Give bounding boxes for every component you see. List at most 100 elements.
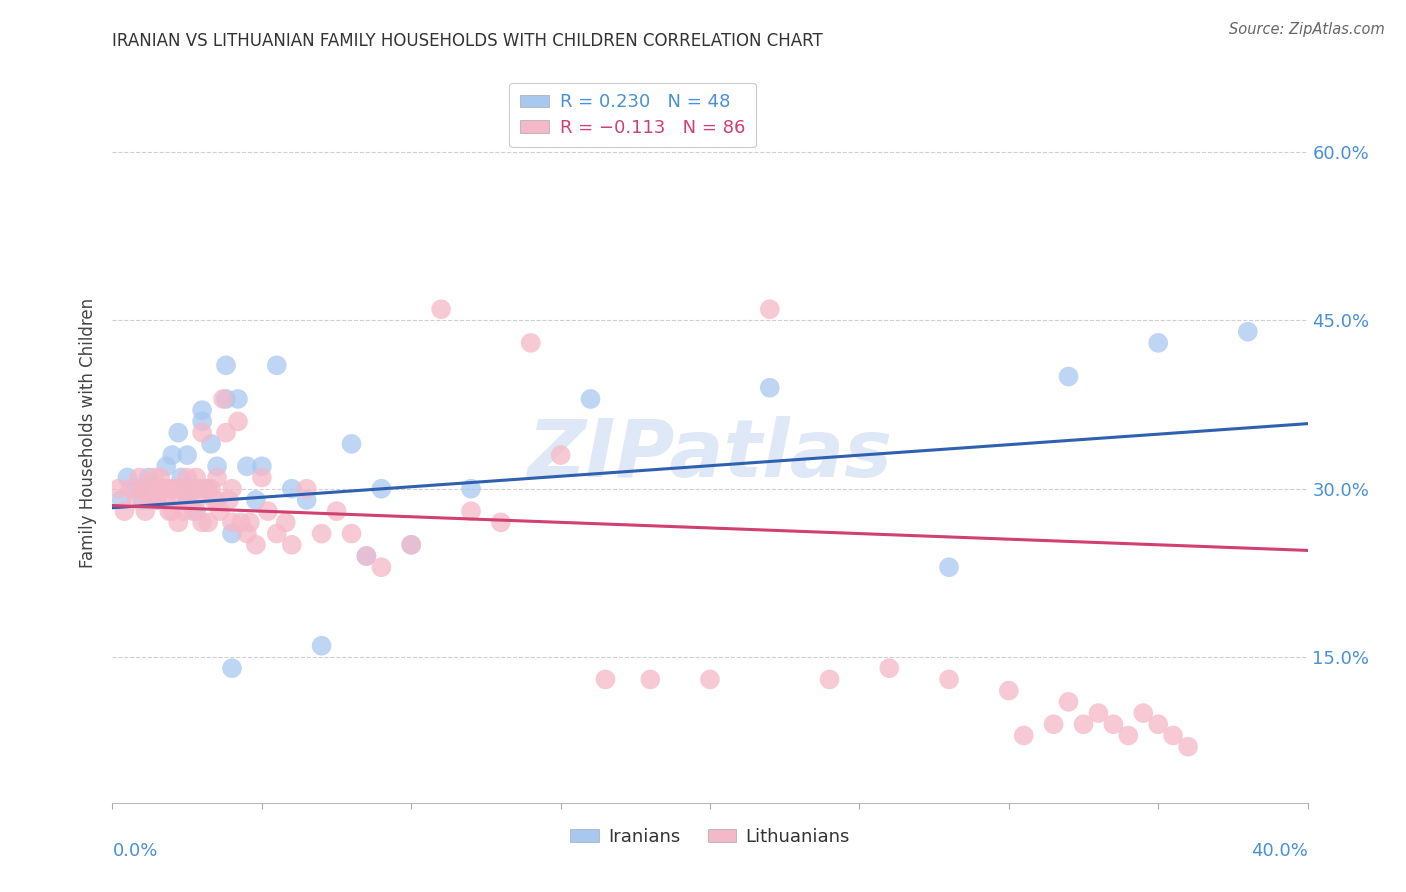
Point [221,526,243,541]
Point [281,538,304,552]
Point [186,482,208,496]
Point [149,482,172,496]
Point [181,504,204,518]
Point [1087,706,1109,720]
Text: IRANIAN VS LITHUANIAN FAMILY HOUSEHOLDS WITH CHILDREN CORRELATION CHART: IRANIAN VS LITHUANIAN FAMILY HOUSEHOLDS … [112,32,824,50]
Point [1132,706,1154,720]
Point [998,683,1021,698]
Point [176,492,198,507]
Point [179,482,201,496]
Point [520,335,543,350]
Point [146,492,169,507]
Point [209,504,232,518]
Point [818,673,841,687]
Point [239,516,262,530]
Point [191,425,214,440]
Point [245,538,267,552]
Point [173,504,195,518]
Point [1073,717,1095,731]
Point [311,639,333,653]
Point [1237,325,1260,339]
Point [236,459,259,474]
Point [1042,717,1064,731]
Point [200,437,222,451]
Point [205,470,228,484]
Point [134,504,156,518]
Point [181,482,204,496]
Point [141,492,163,507]
Point [152,482,174,496]
Point [356,549,378,563]
Point [125,492,148,507]
Point [128,470,150,484]
Point [1147,335,1170,350]
Point [1177,739,1199,754]
Point [162,482,183,496]
Point [141,482,163,496]
Point [370,482,392,496]
Point [167,492,190,507]
Point [295,492,318,507]
Point [460,482,482,496]
Point [186,470,208,484]
Text: 40.0%: 40.0% [1251,842,1308,860]
Point [188,482,211,496]
Point [167,482,190,496]
Point [146,482,169,496]
Point [120,482,142,496]
Point [595,673,617,687]
Point [155,482,177,496]
Point [191,516,214,530]
Point [176,470,198,484]
Point [274,516,297,530]
Point [215,392,238,406]
Point [311,526,333,541]
Text: Source: ZipAtlas.com: Source: ZipAtlas.com [1229,22,1385,37]
Point [226,392,249,406]
Point [370,560,392,574]
Point [155,492,177,507]
Point [356,549,378,563]
Point [340,526,363,541]
Point [221,516,243,530]
Point [110,492,132,507]
Point [938,673,960,687]
Point [295,482,318,496]
Point [699,673,721,687]
Point [215,359,238,373]
Point [170,482,193,496]
Point [205,459,228,474]
Point [191,403,214,417]
Point [157,504,180,518]
Point [250,459,273,474]
Point [401,538,423,552]
Point [1147,717,1170,731]
Y-axis label: Family Households with Children: Family Households with Children [79,298,97,567]
Point [197,516,219,530]
Point [460,504,482,518]
Point [186,504,208,518]
Point [194,482,217,496]
Point [221,482,243,496]
Point [200,482,222,496]
Point [1057,369,1080,384]
Text: ZIPatlas: ZIPatlas [527,416,893,494]
Point [176,492,198,507]
Point [1161,729,1184,743]
Point [131,482,153,496]
Point [170,470,193,484]
Point [266,359,288,373]
Point [430,302,453,317]
Point [401,538,423,552]
Point [205,492,228,507]
Point [226,414,249,428]
Point [167,425,190,440]
Point [579,392,602,406]
Point [138,482,160,496]
Point [1118,729,1140,743]
Point [138,470,160,484]
Point [155,482,177,496]
Point [162,482,183,496]
Point [143,470,166,484]
Point [191,414,214,428]
